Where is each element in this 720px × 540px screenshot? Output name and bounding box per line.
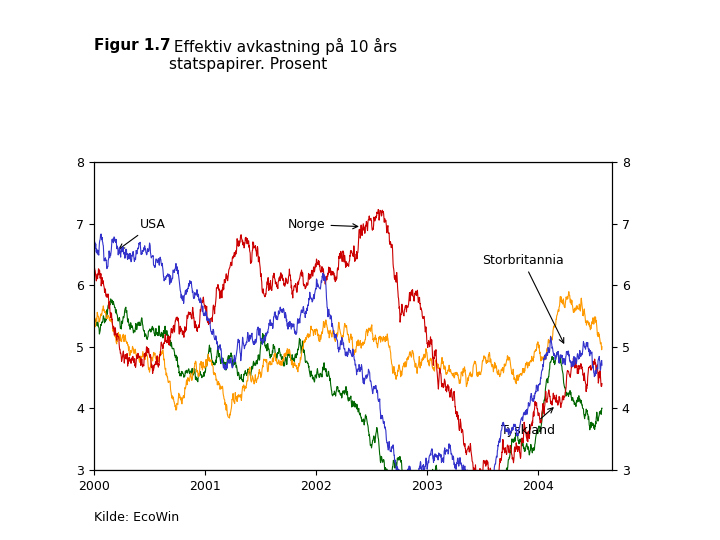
Text: Kilde: EcoWin: Kilde: EcoWin (94, 511, 179, 524)
Text: Figur 1.7: Figur 1.7 (94, 38, 170, 53)
Text: Tyskland: Tyskland (500, 408, 554, 437)
Text: Effektiv avkastning på 10 års
statspapirer. Prosent: Effektiv avkastning på 10 års statspapir… (169, 38, 397, 72)
Text: Storbritannia: Storbritannia (482, 254, 564, 343)
Text: Norge: Norge (288, 218, 358, 231)
Text: USA: USA (120, 218, 166, 249)
